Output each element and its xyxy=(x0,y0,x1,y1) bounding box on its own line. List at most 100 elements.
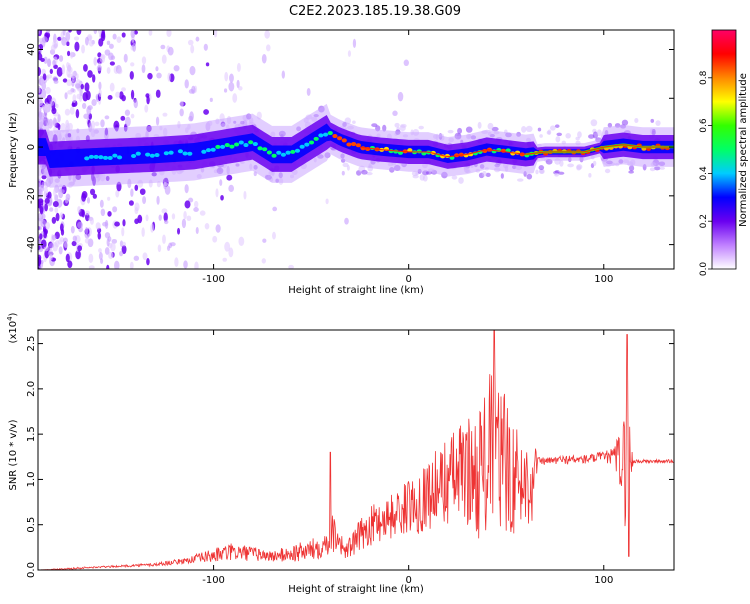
noise-mark xyxy=(261,53,267,64)
ridge-mark xyxy=(219,144,226,149)
noise-mark xyxy=(224,241,231,252)
noise-mark xyxy=(166,30,172,37)
noise-mark xyxy=(122,219,126,227)
noise-mark xyxy=(63,242,69,248)
noise-mark xyxy=(477,121,482,129)
noise-mark xyxy=(229,73,234,83)
noise-mark xyxy=(121,87,126,92)
noise-mark xyxy=(38,213,43,219)
svg-text:1.5: 1.5 xyxy=(26,426,37,442)
noise-mark xyxy=(81,44,85,54)
noise-mark xyxy=(57,36,62,41)
noise-mark xyxy=(125,116,131,127)
noise-mark xyxy=(134,184,139,191)
noise-mark xyxy=(628,170,635,174)
ridge-mark xyxy=(416,149,422,154)
noise-mark xyxy=(547,129,552,135)
noise-mark xyxy=(72,235,78,242)
ridge-mark xyxy=(224,143,230,148)
noise-mark xyxy=(306,87,311,96)
ridge-mark xyxy=(505,148,511,153)
noise-mark xyxy=(48,248,54,257)
noise-mark xyxy=(171,213,176,220)
noise-mark xyxy=(67,89,73,95)
noise-mark xyxy=(64,197,69,204)
spectrogram-ridge xyxy=(38,103,674,188)
x-tick: -100 xyxy=(202,330,225,586)
noise-mark xyxy=(556,132,562,137)
noise-mark xyxy=(71,240,77,247)
noise-mark xyxy=(262,238,267,243)
ridge-mark xyxy=(149,153,155,158)
svg-text:20: 20 xyxy=(26,92,37,105)
noise-mark xyxy=(226,174,233,181)
svg-text:100: 100 xyxy=(594,575,613,586)
noise-mark xyxy=(228,184,234,193)
noise-mark xyxy=(93,30,98,35)
noise-mark xyxy=(129,261,134,269)
colorbar-tick: 0.6 xyxy=(699,118,712,133)
noise-mark xyxy=(66,41,70,47)
noise-mark xyxy=(38,245,41,251)
noise-mark xyxy=(482,170,487,177)
noise-mark xyxy=(418,125,424,130)
noise-mark xyxy=(77,221,84,229)
noise-mark xyxy=(107,196,111,201)
ridge-mark xyxy=(276,150,282,155)
noise-mark xyxy=(130,188,134,197)
noise-mark xyxy=(155,66,159,72)
ridge-mark xyxy=(88,154,95,159)
snr-frame xyxy=(37,329,675,571)
noise-mark xyxy=(173,65,180,72)
noise-mark xyxy=(554,172,559,177)
noise-mark xyxy=(98,88,102,98)
noise-mark xyxy=(604,168,611,174)
noise-mark xyxy=(215,224,221,233)
colorbar-tick: 0.4 xyxy=(699,166,712,181)
noise-mark xyxy=(110,242,116,252)
noise-mark xyxy=(266,44,271,52)
noise-mark xyxy=(82,102,87,110)
noise-mark xyxy=(40,88,47,99)
ridge-mark xyxy=(238,140,244,145)
noise-mark xyxy=(70,225,75,234)
noise-mark xyxy=(592,131,599,139)
noise-mark xyxy=(115,189,120,198)
noise-mark xyxy=(86,106,92,116)
noise-mark xyxy=(223,88,228,93)
noise-mark xyxy=(76,93,82,100)
chart-title: C2E2.2023.185.19.38.G09 xyxy=(289,4,461,19)
ridge-mark xyxy=(201,149,207,154)
noise-mark xyxy=(224,71,229,82)
noise-mark xyxy=(48,120,54,128)
noise-mark xyxy=(592,160,597,166)
noise-mark xyxy=(57,114,61,123)
x-tick: 100 xyxy=(594,330,613,586)
ridge-mark xyxy=(205,148,212,153)
noise-mark xyxy=(168,242,173,249)
noise-mark xyxy=(653,166,661,171)
noise-mark xyxy=(49,256,53,261)
snr-y-multiplier: (x104) xyxy=(6,312,19,343)
noise-mark xyxy=(516,178,524,182)
noise-mark xyxy=(38,87,41,94)
noise-mark xyxy=(38,102,41,109)
noise-mark xyxy=(73,36,80,41)
noise-mark xyxy=(189,111,194,122)
noise-mark xyxy=(590,119,598,127)
noise-mark xyxy=(588,172,592,178)
noise-mark xyxy=(157,244,162,253)
spectrogram-x-ticks: -100 0 100 xyxy=(202,30,613,285)
noise-mark xyxy=(539,134,543,138)
noise-mark xyxy=(382,124,387,132)
noise-mark xyxy=(109,43,114,49)
noise-mark xyxy=(649,167,656,172)
noise-mark xyxy=(167,46,174,56)
noise-mark xyxy=(397,91,404,102)
y-tick: -20 xyxy=(26,188,674,204)
noise-mark xyxy=(557,171,565,175)
noise-mark xyxy=(392,110,398,117)
noise-mark xyxy=(576,165,582,171)
noise-mark xyxy=(97,231,101,240)
